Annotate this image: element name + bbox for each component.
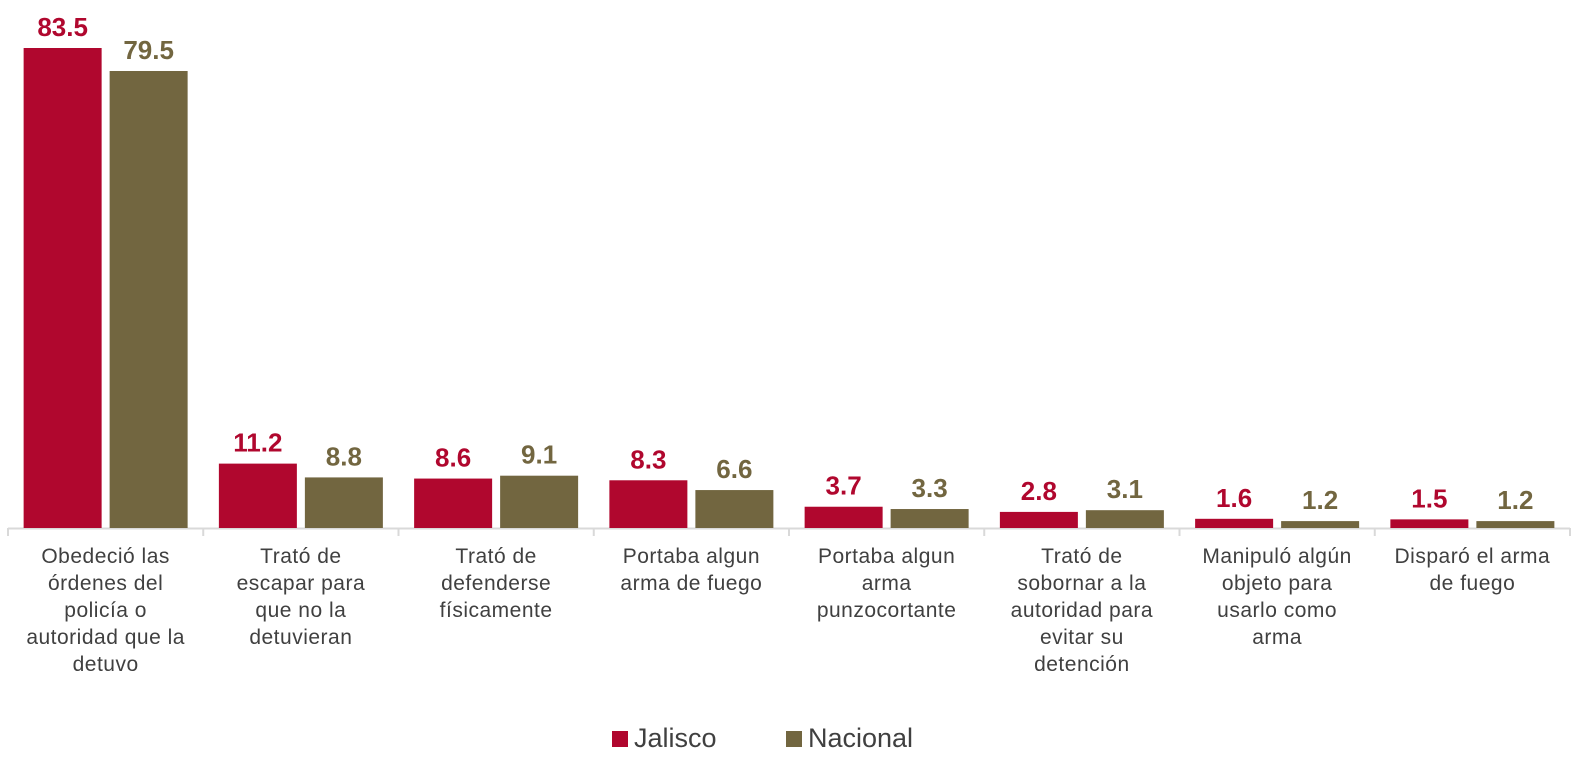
bar-nacional-1 [109, 70, 188, 528]
data-label-jalisco-5: 3.7 [826, 471, 862, 501]
category-label: usarlo como [1217, 599, 1337, 622]
bar-nacional-6 [1085, 510, 1164, 528]
category-label: que no la [255, 599, 346, 622]
category-label: autoridad para [1011, 599, 1153, 622]
legend-label-jalisco: Jalisco [634, 723, 717, 753]
category-label: Trató de [455, 545, 536, 568]
category-label: Trató de [260, 545, 341, 568]
category-label: evitar su [1040, 626, 1124, 649]
category-label: Disparó el arma [1395, 545, 1551, 568]
category-label: arma [862, 572, 912, 595]
bar-jalisco-5 [804, 506, 883, 528]
bar-jalisco-6 [999, 511, 1078, 528]
data-label-jalisco-7: 1.6 [1216, 483, 1252, 513]
data-label-jalisco-4: 8.3 [630, 444, 666, 474]
bar-nacional-8 [1476, 521, 1555, 528]
data-label-nacional-6: 3.1 [1107, 474, 1143, 504]
data-label-jalisco-3: 8.6 [435, 443, 471, 473]
bar-jalisco-7 [1195, 518, 1274, 528]
bar-jalisco-1 [23, 48, 102, 528]
bar-nacional-5 [890, 509, 969, 528]
category-label: Portaba algun [623, 545, 760, 568]
category-label: Trató de [1041, 545, 1122, 568]
category-label: autoridad que la [26, 626, 185, 649]
legend-label-nacional: Nacional [808, 723, 913, 753]
category-label: Manipuló algún [1202, 545, 1351, 568]
category-label: Portaba algun [818, 545, 955, 568]
bar-nacional-4 [695, 490, 774, 528]
bar-jalisco-4 [609, 480, 688, 528]
category-label: detuvieran [249, 626, 352, 649]
data-label-nacional-8: 1.2 [1497, 485, 1533, 515]
bar-nacional-2 [304, 477, 383, 528]
data-label-nacional-1: 79.5 [123, 35, 174, 65]
bar-jalisco-2 [218, 463, 297, 528]
category-label: detuvo [73, 653, 139, 676]
category-label: arma [1252, 626, 1302, 649]
category-label: punzocortante [817, 599, 957, 622]
data-label-nacional-5: 3.3 [912, 473, 948, 503]
data-label-nacional-3: 9.1 [521, 440, 557, 470]
legend-swatch-jalisco [612, 731, 628, 747]
data-label-jalisco-2: 11.2 [233, 428, 282, 458]
data-label-nacional-4: 6.6 [716, 454, 752, 484]
category-label: defenderse [441, 572, 551, 595]
category-label: detención [1034, 653, 1130, 676]
category-label: policía o [64, 599, 147, 622]
category-label: Obedeció las [41, 545, 170, 568]
data-label-nacional-7: 1.2 [1302, 485, 1338, 515]
bar-jalisco-8 [1390, 519, 1469, 528]
category-label: objeto para [1222, 572, 1333, 595]
category-label: órdenes del [48, 572, 163, 595]
category-label: físicamente [440, 599, 553, 622]
bar-nacional-3 [500, 475, 579, 528]
category-label: de fuego [1430, 572, 1516, 595]
data-label-jalisco-8: 1.5 [1411, 483, 1447, 513]
category-label: arma de fuego [620, 572, 762, 595]
category-label: escapar para [237, 572, 366, 595]
bar-nacional-7 [1281, 521, 1360, 528]
data-label-jalisco-1: 83.5 [37, 12, 88, 42]
legend-swatch-nacional [786, 731, 802, 747]
data-label-jalisco-6: 2.8 [1021, 476, 1057, 506]
bar-jalisco-3 [414, 478, 493, 528]
data-label-nacional-2: 8.8 [326, 441, 362, 471]
category-label: sobornar a la [1017, 572, 1146, 595]
